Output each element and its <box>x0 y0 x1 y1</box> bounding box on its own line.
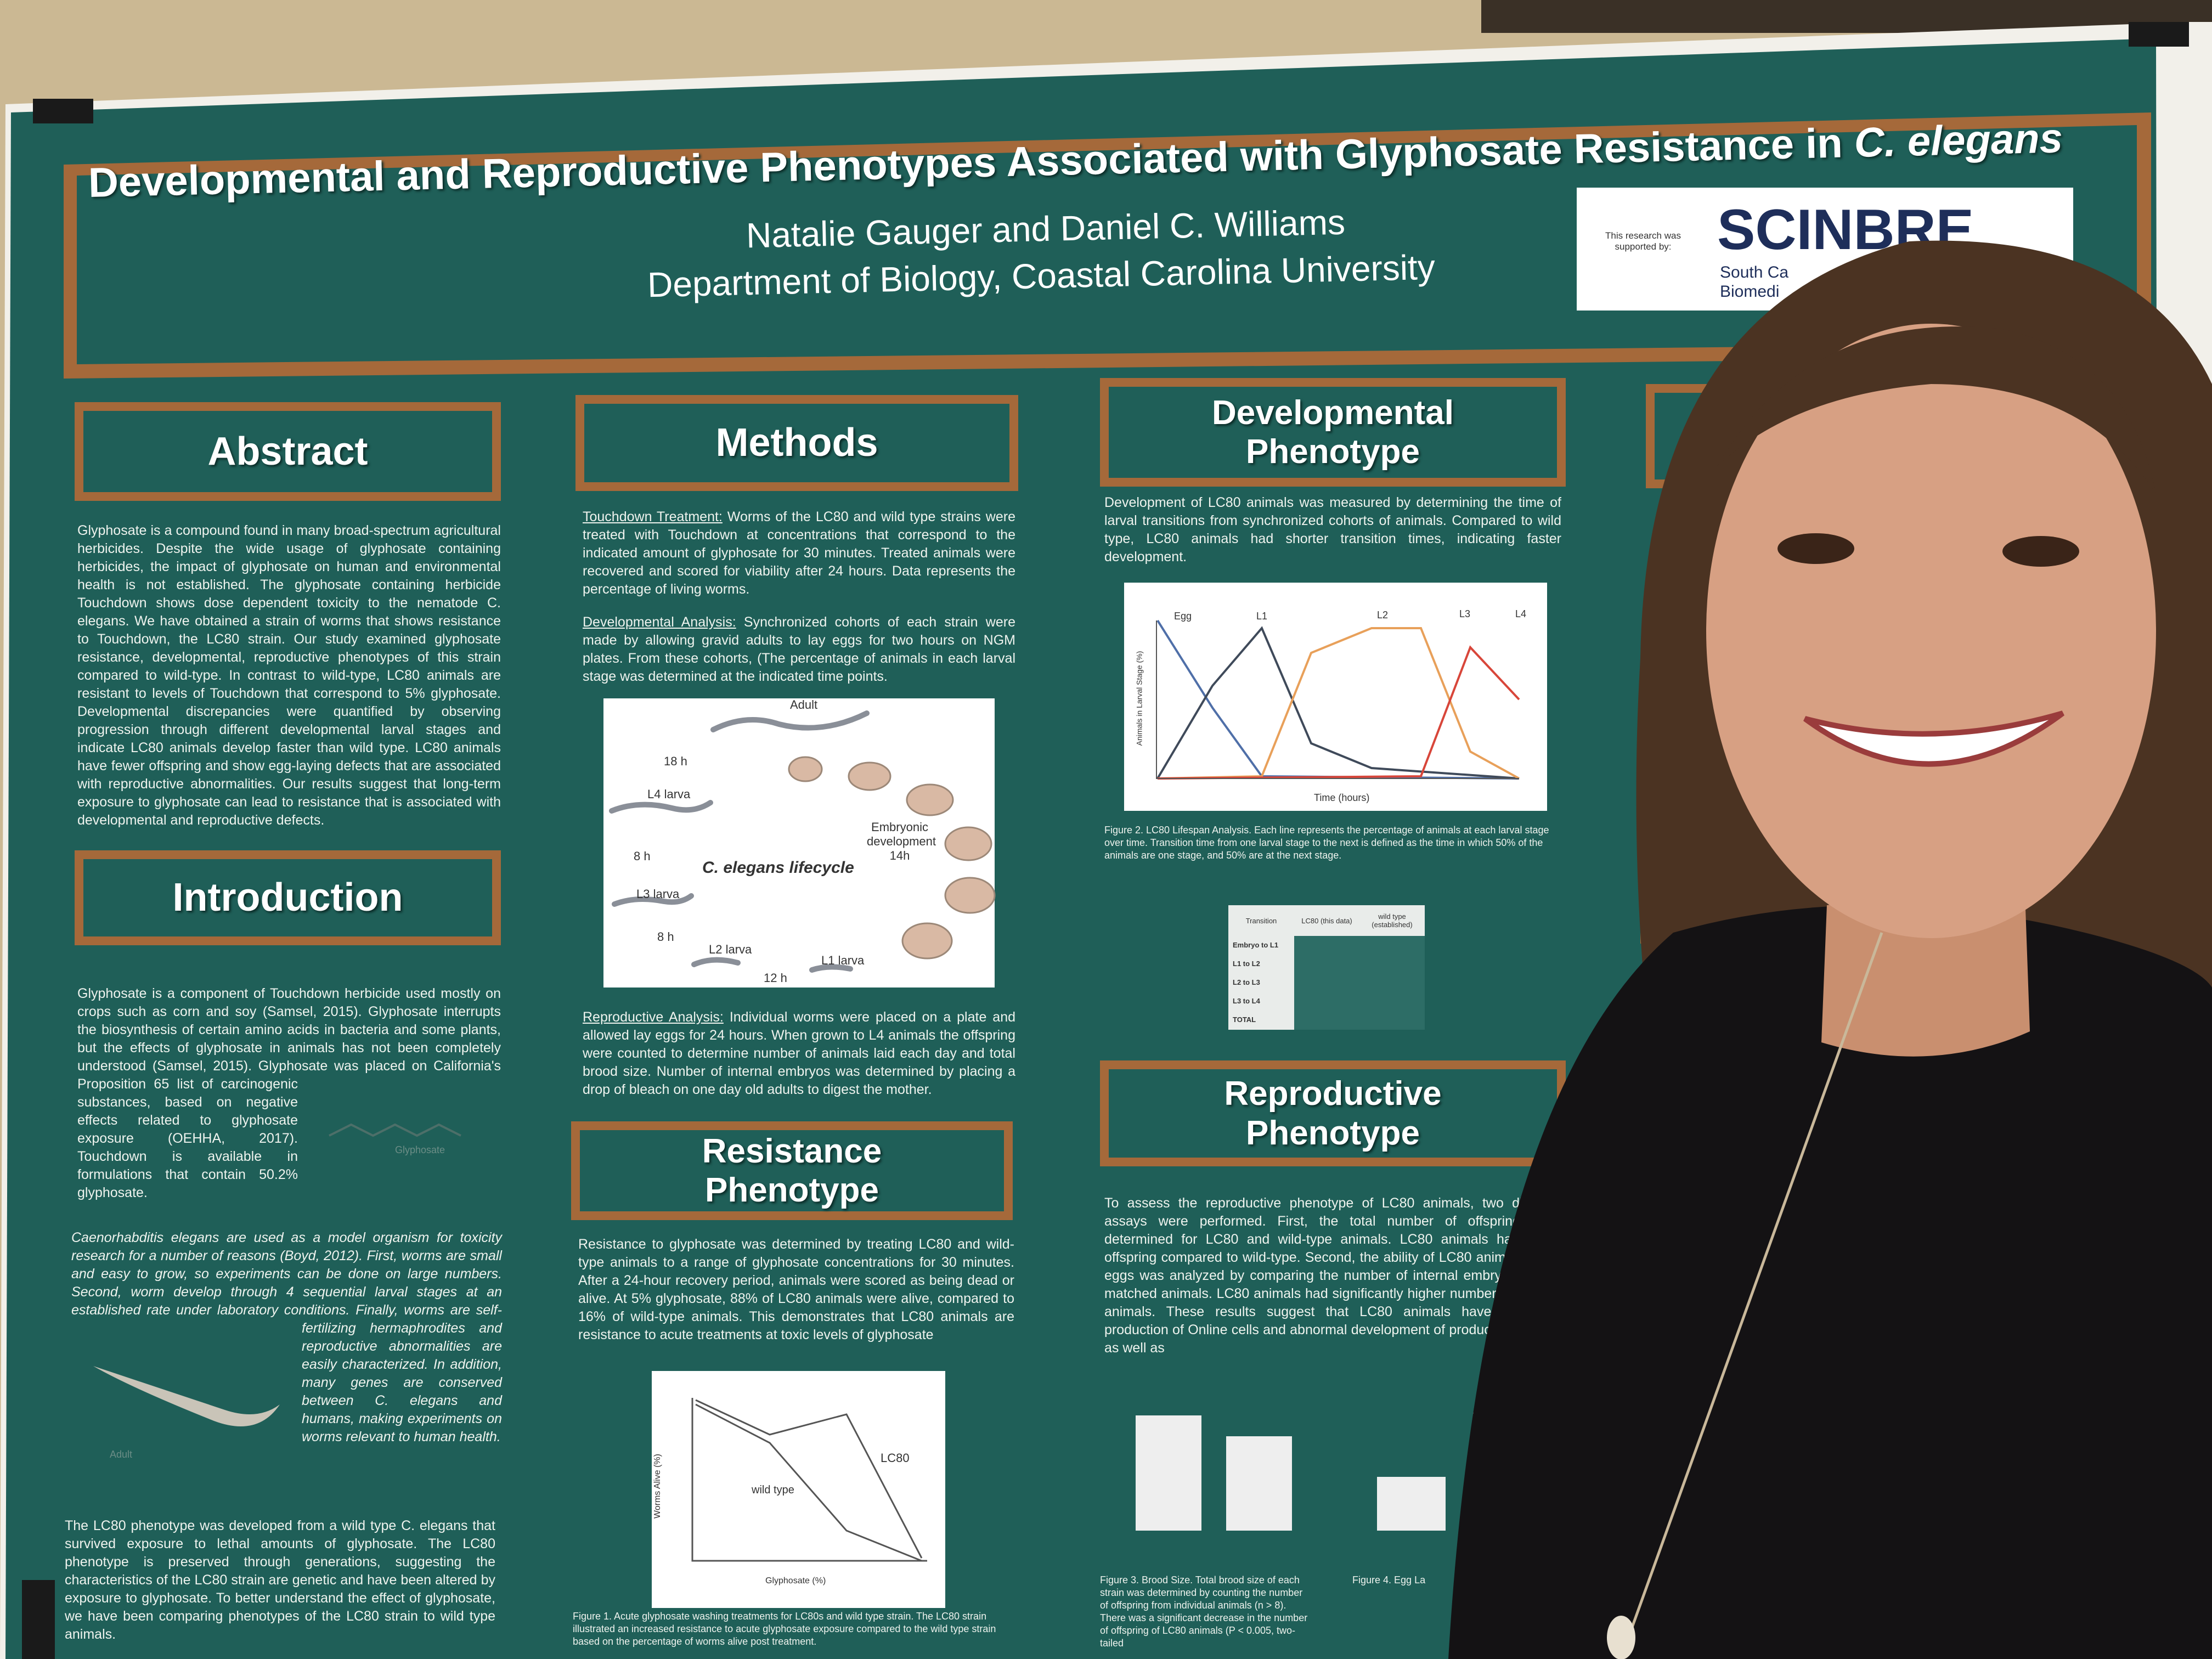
pendant <box>1607 1616 1635 1659</box>
hair-front <box>1717 326 2156 494</box>
table-first-col <box>1228 905 1294 1030</box>
sponsor-line: South Ca <box>1720 263 1789 281</box>
lifecycle-label: Adult <box>790 698 818 712</box>
method-lead: Developmental Analysis: <box>583 614 736 630</box>
table-row: Embryo to L1 <box>1233 941 1279 949</box>
method: Touchdown Treatment: Worms of the LC80 a… <box>583 508 1015 599</box>
binder-clips <box>22 22 2189 1659</box>
line-label: L4 <box>1515 608 1527 619</box>
res-lines <box>691 1398 927 1562</box>
lifecycle-label: L4 larva <box>647 787 691 801</box>
embryo-drawings <box>788 756 996 960</box>
res-figure <box>652 1371 945 1608</box>
table-row: TOTAL <box>1233 1015 1256 1024</box>
section-heading: Abstract <box>207 429 368 473</box>
section-heading: Introduction <box>172 876 403 920</box>
molecule-label: Glyphosate <box>395 1144 445 1155</box>
lifecycle-label: 18 h <box>664 754 687 768</box>
table-header-cell: LC80 (this data) <box>1301 916 1352 925</box>
lifecycle-label: L2 larva <box>709 943 752 956</box>
lifecycle-label: 8 h <box>634 849 651 863</box>
developmental-text: Development of LC80 animals was measured… <box>1104 495 1561 565</box>
method: Reproductive Analysis: Individual worms … <box>583 1008 1015 1099</box>
table-row: L2 to L3 <box>1233 978 1260 986</box>
eye <box>2002 536 2079 567</box>
dev-lines <box>1156 619 1520 780</box>
section-heading: Resistance Phenotype <box>702 1132 882 1209</box>
abstract-text: Glyphosate is a compound found in many b… <box>77 523 501 828</box>
face <box>1706 324 2156 938</box>
lifecycle-label: Embryonic development 14h <box>867 820 936 862</box>
line-label: LC80 <box>881 1451 910 1465</box>
method-text: Worms of the LC80 and wild type strains … <box>583 509 1015 597</box>
table-header: Transition LC80 (this data) wild type (e… <box>1228 905 1425 936</box>
section-heading: Reproductive Phenotype <box>1224 1075 1442 1152</box>
method-text: Individual worms were placed on a plate … <box>583 1009 1016 1097</box>
lifecycle-label: L3 larva <box>636 887 680 901</box>
clothing <box>1448 905 2212 1659</box>
method: Developmental Analysis: Synchronized coh… <box>583 613 1015 686</box>
reproductive-text: To assess the reproductive phenotype of … <box>1104 1195 1561 1356</box>
line-label: L1 <box>1256 611 1268 622</box>
worm-drawings <box>609 710 870 973</box>
method-lead: Touchdown Treatment: <box>583 509 723 524</box>
lifecycle-label: L1 larva <box>821 953 865 967</box>
smile <box>1803 710 2064 767</box>
worm-photo <box>93 1366 280 1426</box>
transition-table: Transition LC80 (this data) wild type (e… <box>1228 905 1425 1029</box>
method-text: Synchronized cohorts of each strain were… <box>583 614 1015 684</box>
table-row: L3 to L4 <box>1233 997 1260 1005</box>
table-header-cell: Transition <box>1245 916 1277 925</box>
intro-text: Glyphosate is a component of Touchdown h… <box>77 986 501 1200</box>
eye <box>1778 533 1854 564</box>
section-heading: Developmental Phenotype <box>1211 393 1454 471</box>
resistance-text: Resistance to glyphosate was determined … <box>578 1237 1014 1342</box>
table-header-bg <box>1294 905 1425 936</box>
table-body: Embryo to L1 L1 to L2 L2 to L3 L3 to L4 TOTA… <box>1228 936 1425 1029</box>
figure-caption: Figure 1. Acute glyphosate washing treat… <box>573 1611 996 1647</box>
worm-label: Adult <box>110 1449 133 1460</box>
intro-text: Caenorhabditis elegans are used as a mod… <box>71 1230 502 1444</box>
method-lead: Reproductive Analysis: <box>583 1009 724 1025</box>
lifecycle-title: C. elegans lifecycle <box>702 859 854 877</box>
sponsor-line: Biomedi <box>1720 283 1780 301</box>
intro-paragraph: Glyphosate is a component of Touchdown h… <box>77 985 501 1202</box>
intro-paragraph: Caenorhabditis elegans are used as a mod… <box>71 1229 502 1446</box>
line-label: Egg <box>1174 611 1192 622</box>
line-label: L2 <box>1377 610 1389 620</box>
line-label: L3 <box>1459 608 1471 619</box>
molecule <box>329 1123 461 1137</box>
lifecycle-label: 12 h <box>764 971 787 985</box>
necklace <box>1628 932 1883 1635</box>
axis-label: Time (hours) <box>1314 792 1370 803</box>
lifecycle-label: 8 h <box>657 930 674 944</box>
sponsor-label: This research was supported by: <box>1605 230 1681 252</box>
section-heading: Methods <box>715 421 878 465</box>
table-header-cell: wild type (established) <box>1372 912 1413 929</box>
figure-caption: Figure 3. Brood Size. Total brood size o… <box>1100 1575 1308 1649</box>
intro-paragraph: The LC80 phenotype was developed from a … <box>65 1518 495 1642</box>
table-row: L1 to L2 <box>1233 960 1260 968</box>
figure-caption: Figure 2. LC80 Lifespan Analysis. Each l… <box>1104 825 1549 861</box>
figure-caption: Figure 4. Egg La <box>1352 1575 1426 1585</box>
dev-figure <box>1124 583 1547 811</box>
line-label: wild type <box>752 1484 794 1496</box>
axis-label: Glyphosate (%) <box>765 1576 826 1585</box>
